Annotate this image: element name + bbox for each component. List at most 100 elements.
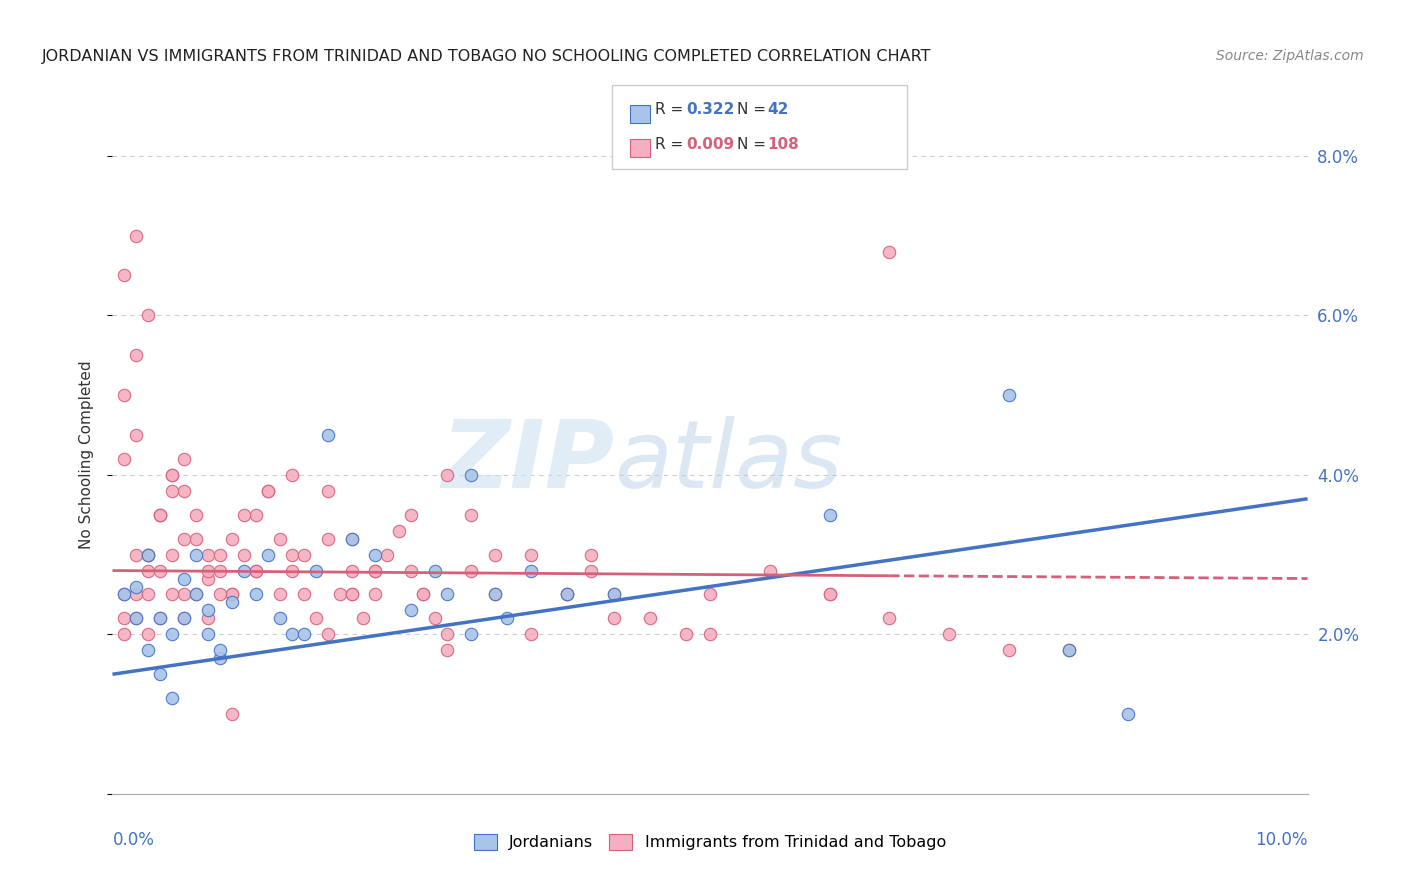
Point [998,643,1021,657]
Point [209,587,232,601]
Point [162,483,183,498]
Point [484,548,506,562]
Point [197,627,219,641]
Point [209,564,232,578]
Point [305,564,328,578]
Point [879,611,901,625]
Point [436,467,458,482]
Text: 108: 108 [768,137,800,152]
Point [520,564,543,578]
Point [579,564,602,578]
Point [245,564,267,578]
Point [401,508,423,522]
Point [340,532,363,546]
Text: N =: N = [737,137,770,152]
Point [340,532,363,546]
Legend: Jordanians, Immigrants from Trinidad and Tobago: Jordanians, Immigrants from Trinidad and… [474,834,946,850]
Point [138,587,160,601]
Text: 42: 42 [768,103,789,117]
Point [412,587,434,601]
Point [197,548,219,562]
Text: JORDANIAN VS IMMIGRANTS FROM TRINIDAD AND TOBAGO NO SCHOOLING COMPLETED CORRELAT: JORDANIAN VS IMMIGRANTS FROM TRINIDAD AN… [42,49,932,64]
Point [364,564,387,578]
Point [149,508,172,522]
Point [603,587,626,601]
Text: atlas: atlas [614,417,842,508]
Point [496,611,519,625]
Point [257,548,280,562]
Text: 0.009: 0.009 [686,137,734,152]
Point [114,388,135,402]
Point [114,627,135,641]
Point [125,580,148,594]
Point [269,532,291,546]
Point [699,587,721,601]
Point [125,228,148,243]
Point [245,587,267,601]
Text: R =: R = [655,137,689,152]
Point [114,587,135,601]
Point [388,524,411,538]
Point [425,611,447,625]
Point [125,428,148,442]
Point [699,627,721,641]
Point [149,611,172,625]
Point [353,611,375,625]
Point [138,643,160,657]
Point [149,564,172,578]
Point [197,572,219,586]
Point [436,643,458,657]
Point [484,587,506,601]
Point [484,587,506,601]
Point [364,548,387,562]
Point [173,587,195,601]
Text: R =: R = [655,103,689,117]
Point [149,611,172,625]
Point [640,611,662,625]
Point [340,587,363,601]
Point [173,611,195,625]
Point [401,564,423,578]
Point [269,587,291,601]
Point [162,467,183,482]
Point [209,548,232,562]
Point [186,548,208,562]
Point [162,691,183,706]
Text: 0.322: 0.322 [686,103,734,117]
Point [114,268,135,283]
Point [162,627,183,641]
Point [281,467,304,482]
Point [316,428,339,442]
Point [233,564,256,578]
Point [364,587,387,601]
Text: N =: N = [737,103,770,117]
Point [197,611,219,625]
Point [233,548,256,562]
Point [340,587,363,601]
Point [460,564,482,578]
Point [460,627,482,641]
Point [401,603,423,617]
Point [759,564,782,578]
Point [269,611,291,625]
Point [412,587,434,601]
Point [162,467,183,482]
Point [257,483,280,498]
Point [1057,643,1080,657]
Point [603,611,626,625]
Point [138,627,160,641]
Point [340,564,363,578]
Point [520,548,543,562]
Point [305,611,328,625]
Point [460,467,482,482]
Point [316,483,339,498]
Point [233,508,256,522]
Point [281,627,304,641]
Point [555,587,578,601]
Point [436,587,458,601]
Point [292,627,315,641]
Point [364,564,387,578]
Point [221,587,243,601]
Point [675,627,697,641]
Point [209,643,232,657]
